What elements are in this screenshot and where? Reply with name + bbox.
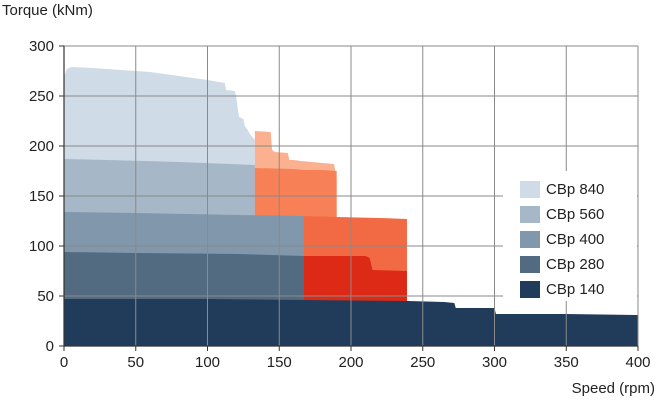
x-axis-label: Speed (rpm) [571, 380, 655, 397]
x-tick-label: 250 [410, 354, 435, 371]
legend-swatch [520, 281, 540, 298]
x-tick-label: 350 [554, 354, 579, 371]
legend-label: CBp 140 [546, 281, 605, 298]
legend-item: CBp 140 [503, 277, 637, 302]
x-tick-label: 400 [625, 354, 650, 371]
tick-labels: 0 50 100 150 200 250 300 0 50 100 150 200 250 300 350 4… [29, 38, 651, 371]
legend-item: CBp 400 [503, 227, 637, 252]
x-tick-label: 50 [127, 354, 144, 371]
x-tick-label: 300 [482, 354, 507, 371]
legend-label: CBp 400 [546, 231, 605, 248]
y-tick-label: 300 [29, 38, 54, 55]
y-tick-label: 50 [37, 288, 54, 305]
legend-swatch [520, 256, 540, 273]
legend-item: CBp 280 [503, 252, 637, 277]
legend-item: CBp 560 [503, 202, 637, 227]
x-tick-label: 200 [338, 354, 363, 371]
legend-label: CBp 560 [546, 206, 605, 223]
legend-label: CBp 280 [546, 256, 605, 273]
y-tick-label: 100 [29, 238, 54, 255]
y-tick-label: 200 [29, 138, 54, 155]
legend-label: CBp 840 [546, 181, 605, 198]
y-axis-label: Torque (kNm) [2, 2, 93, 19]
y-tick-label: 0 [46, 338, 54, 355]
legend-swatch [520, 231, 540, 248]
y-tick-label: 250 [29, 88, 54, 105]
legend-item: CBp 840 [503, 177, 637, 202]
x-tick-label: 0 [60, 354, 68, 371]
y-tick-label: 150 [29, 188, 54, 205]
legend: CBp 840 CBp 560 CBp 400 CBp 280 CBp 140 [503, 171, 637, 301]
legend-swatch [520, 181, 540, 198]
x-tick-label: 150 [267, 354, 292, 371]
x-tick-label: 100 [195, 354, 220, 371]
legend-swatch [520, 206, 540, 223]
legend-items: CBp 840 CBp 560 CBp 400 CBp 280 CBp 140 [503, 177, 637, 302]
